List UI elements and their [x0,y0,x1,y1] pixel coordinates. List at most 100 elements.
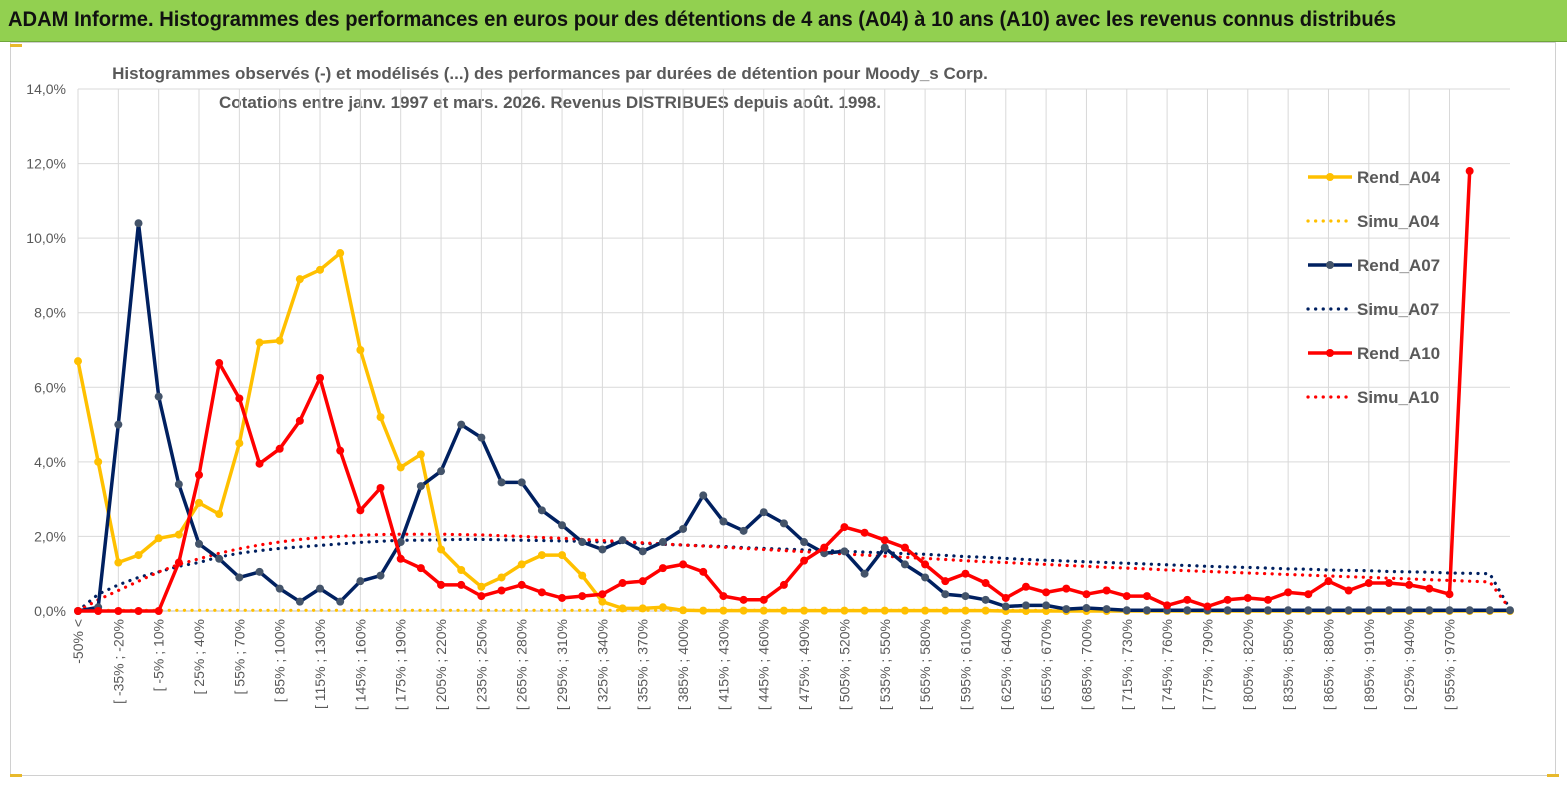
data-point-Rend_A07 [1102,605,1111,614]
data-point-Rend_A07 [174,480,183,489]
data-point-Rend_A07 [1142,606,1151,615]
x-tick-label: [ 145% ; 160% [352,619,368,710]
data-point-Rend_A07 [719,517,728,526]
data-point-Rend_A07 [1344,606,1353,615]
data-point-Rend_A04 [416,450,425,459]
data-point-Rend_A07 [477,433,486,442]
data-point-Rend_A07 [537,506,546,515]
data-point-Rend_A04 [598,597,607,606]
data-point-Rend_A07 [1364,606,1373,615]
data-point-Rend_A10 [215,359,224,368]
data-point-Rend_A10 [134,607,143,615]
data-point-Rend_A10 [679,560,688,569]
data-point-Rend_A10 [598,590,607,599]
data-point-Rend_A10 [961,569,970,578]
data-point-Rend_A04 [1042,607,1051,615]
frame-corner-mark [10,44,22,47]
data-point-Rend_A10 [699,567,708,576]
data-point-Rend_A04 [537,551,546,560]
data-point-Rend_A07 [1384,606,1393,615]
x-tick-label: [ -35% ; -20% [110,619,126,704]
data-point-Rend_A04 [578,571,587,580]
data-point-Rend_A07 [558,521,567,530]
data-point-Rend_A10 [779,580,788,589]
data-point-Rend_A04 [336,249,345,258]
x-tick-label: -50% < [70,619,86,664]
data-point-Rend_A07 [215,554,224,563]
data-point-Rend_A07 [981,595,990,604]
data-point-Rend_A07 [618,536,627,545]
data-point-Rend_A07 [195,539,204,548]
x-tick-label: [ 25% ; 40% [191,619,207,695]
series-line-Simu_A07 [76,537,1512,613]
data-point-Rend_A10 [477,592,486,601]
data-point-Rend_A04 [739,606,748,615]
data-point-Rend_A04 [396,463,405,472]
data-point-Rend_A10 [981,579,990,588]
series-line-Rend_A10 [78,170,1472,613]
data-point-Rend_A10 [235,394,244,403]
data-point-Rend_A07 [1465,606,1474,615]
legend-marker-Rend_A04 [1326,173,1334,181]
series-line-Simu_A10 [76,532,1512,613]
data-point-Rend_A10 [1304,590,1313,599]
report-title: ADAM Informe. Histogrammes des performan… [8,8,1397,31]
data-point-Rend_A10 [316,373,325,382]
data-point-Rend_A10 [1183,595,1192,604]
x-tick-label: [ 805% ; 820% [1240,619,1256,710]
data-point-Rend_A04 [74,357,82,366]
data-point-Rend_A04 [235,439,244,448]
data-point-Rend_A10 [295,416,304,425]
data-point-Rend_A07 [134,219,143,228]
data-point-Rend_A10 [719,592,728,601]
data-point-Rend_A04 [1021,607,1030,615]
data-point-Rend_A07 [154,392,163,401]
data-point-Rend_A10 [94,607,103,615]
data-point-Rend_A10 [578,592,587,601]
data-point-Rend_A04 [154,534,163,543]
data-point-Rend_A07 [416,482,425,491]
data-point-Rend_A04 [699,606,708,615]
legend-label-Rend_A10: Rend_A10 [1357,344,1440,363]
data-point-Rend_A10 [1465,167,1474,176]
data-point-Rend_A10 [1364,579,1373,588]
data-point-Rend_A10 [437,580,446,589]
data-point-Rend_A07 [658,538,667,547]
data-point-Rend_A07 [316,584,325,593]
data-point-Rend_A07 [820,549,829,558]
data-point-Rend_A04 [94,457,103,466]
series-line-Rend_A07 [77,221,1510,613]
data-point-Rend_A04 [961,606,970,615]
legend-label-Simu_A10: Simu_A10 [1357,388,1439,407]
x-tick-label: [ -5% ; 10% [151,619,167,691]
data-point-Rend_A10 [416,564,425,573]
data-point-Rend_A07 [356,577,365,586]
data-point-Rend_A04 [275,336,284,345]
data-point-Rend_A07 [1506,606,1514,615]
data-point-Rend_A10 [376,483,385,492]
chart-frame [10,42,1556,776]
data-point-Rend_A10 [558,593,567,602]
data-point-Rend_A04 [658,603,667,612]
legend-label-Rend_A04: Rend_A04 [1357,168,1441,187]
data-point-Rend_A07 [457,420,466,429]
data-point-Rend_A07 [598,545,607,554]
data-point-Rend_A07 [1001,602,1010,611]
data-point-Rend_A07 [1183,606,1192,615]
y-tick-label: 4,0% [34,454,66,470]
data-point-Rend_A04 [558,551,567,560]
x-tick-label: [ 295% ; 310% [554,619,570,710]
data-point-Rend_A07 [275,584,284,593]
x-tick-label: [ 745% ; 760% [1159,619,1175,710]
data-point-Rend_A10 [900,543,909,552]
data-point-Rend_A07 [114,420,123,429]
x-tick-label: [ 85% ; 100% [272,619,288,702]
data-point-Rend_A10 [800,556,809,565]
data-point-Rend_A04 [215,510,224,519]
data-point-Rend_A10 [537,588,546,597]
data-point-Rend_A10 [1425,584,1434,593]
data-point-Rend_A07 [295,597,304,606]
data-point-Rend_A07 [578,538,587,547]
legend-label-Simu_A07: Simu_A07 [1357,300,1439,319]
x-tick-label: [ 235% ; 250% [473,619,489,710]
